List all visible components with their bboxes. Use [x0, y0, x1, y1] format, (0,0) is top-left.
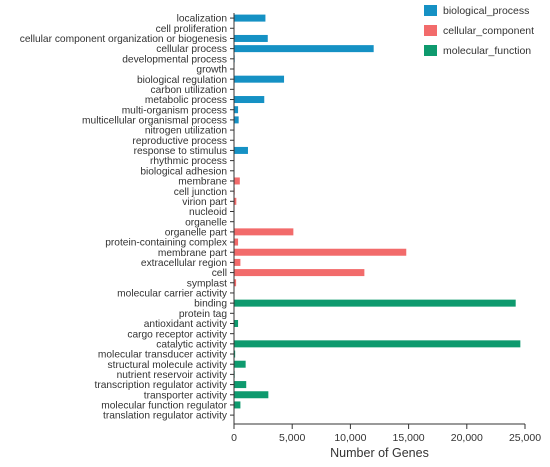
bar-cellular-component-organization-or-biogenesis	[234, 34, 268, 42]
bars-layer	[234, 14, 521, 419]
bar-transporter-activity	[234, 391, 269, 399]
category-label: cellular process	[156, 44, 227, 55]
x-tick-label: 10,000	[334, 432, 366, 444]
category-label: membrane	[178, 177, 227, 188]
bar-antioxidant-activity	[234, 319, 239, 327]
category-label: organelle	[185, 217, 227, 228]
bar-structural-molecule-activity	[234, 360, 246, 368]
category-label: transcription regulator activity	[95, 380, 228, 391]
legend-swatch	[424, 25, 437, 36]
category-label: biological adhesion	[140, 166, 227, 177]
category-label: cell	[212, 268, 227, 279]
bar-response-to-stimulus	[234, 146, 248, 154]
category-label: molecular transducer activity	[98, 350, 228, 361]
category-label: protein-containing complex	[105, 238, 227, 249]
category-label: extracellular region	[141, 258, 227, 269]
x-tick-label: 5,000	[279, 432, 305, 444]
category-label: nutrient reservoir activity	[117, 370, 228, 381]
bar-molecular-function-regulator	[234, 401, 241, 409]
category-label: rhythmic process	[150, 156, 227, 167]
category-label: cellular component organization or bioge…	[20, 34, 227, 45]
category-label: translation regulator activity	[103, 411, 228, 422]
category-label: molecular function regulator	[101, 401, 227, 412]
bar-binding	[234, 299, 516, 307]
bar-multicellular-organismal-process	[234, 116, 239, 124]
legend-label: molecular_function	[443, 45, 531, 57]
category-label: response to stimulus	[134, 146, 227, 157]
bar-localization	[234, 14, 266, 22]
x-tick-label: 25,000	[509, 432, 541, 444]
legend: biological_process cellular_componentmole…	[424, 5, 534, 57]
bar-biological-regulation	[234, 75, 285, 83]
category-label: multicellular organismal process	[82, 115, 227, 126]
legend-label: biological_process	[443, 5, 529, 17]
bar-catalytic-activity	[234, 340, 521, 348]
category-label: nucleoid	[189, 207, 227, 218]
bar-protein-containing-complex	[234, 238, 239, 246]
legend-label: cellular_component	[443, 25, 534, 37]
category-label: nitrogen utilization	[145, 126, 227, 137]
bar-organelle-part	[234, 228, 294, 236]
category-label: growth	[196, 65, 227, 76]
category-label: biological regulation	[137, 75, 227, 86]
category-label: catalytic activity	[156, 339, 228, 350]
bar-cellular-process	[234, 45, 374, 53]
x-tick-label: 15,000	[393, 432, 425, 444]
bar-extracellular-region	[234, 258, 241, 266]
category-label: protein tag	[179, 309, 227, 320]
x-tick-label: 0	[231, 432, 237, 444]
category-label: binding	[194, 299, 227, 310]
category-label: molecular carrier activity	[117, 289, 228, 300]
legend-swatch	[424, 45, 437, 56]
category-label: transporter activity	[144, 390, 228, 401]
category-label: multi-organism process	[122, 105, 227, 116]
category-label: cargo receptor activity	[127, 329, 228, 340]
bar-multi-organism-process	[234, 106, 239, 114]
bar-symplast	[234, 279, 237, 287]
bar-transcription-regulator-activity	[234, 381, 247, 389]
category-label: membrane part	[158, 248, 227, 259]
category-label: metabolic process	[145, 95, 227, 106]
category-label: antioxidant activity	[144, 319, 228, 330]
category-label: cell proliferation	[156, 24, 227, 35]
category-label: developmental process	[122, 54, 227, 65]
category-label: virion part	[182, 197, 227, 208]
bar-virion-part	[234, 197, 237, 205]
bar-membrane	[234, 177, 240, 185]
x-tick-label: 20,000	[451, 432, 483, 444]
category-label: carbon utilization	[151, 85, 227, 96]
bar-metabolic-process	[234, 96, 265, 104]
bar-molecular-transducer-activity	[234, 350, 236, 358]
legend-swatch	[424, 5, 437, 16]
x-axis: 0 5,000 10,000 15,000 20,000 25,000	[230, 13, 541, 444]
bar-membrane-part	[234, 248, 407, 256]
category-label: localization	[177, 14, 227, 25]
category-label: structural molecule activity	[108, 360, 228, 371]
category-label: cell junction	[174, 187, 227, 198]
category-label: organelle part	[165, 227, 227, 238]
bar-cell	[234, 269, 365, 277]
x-axis-title: Number of Genes	[330, 446, 429, 460]
category-label: reproductive process	[132, 136, 227, 147]
category-label: symplast	[187, 278, 227, 289]
